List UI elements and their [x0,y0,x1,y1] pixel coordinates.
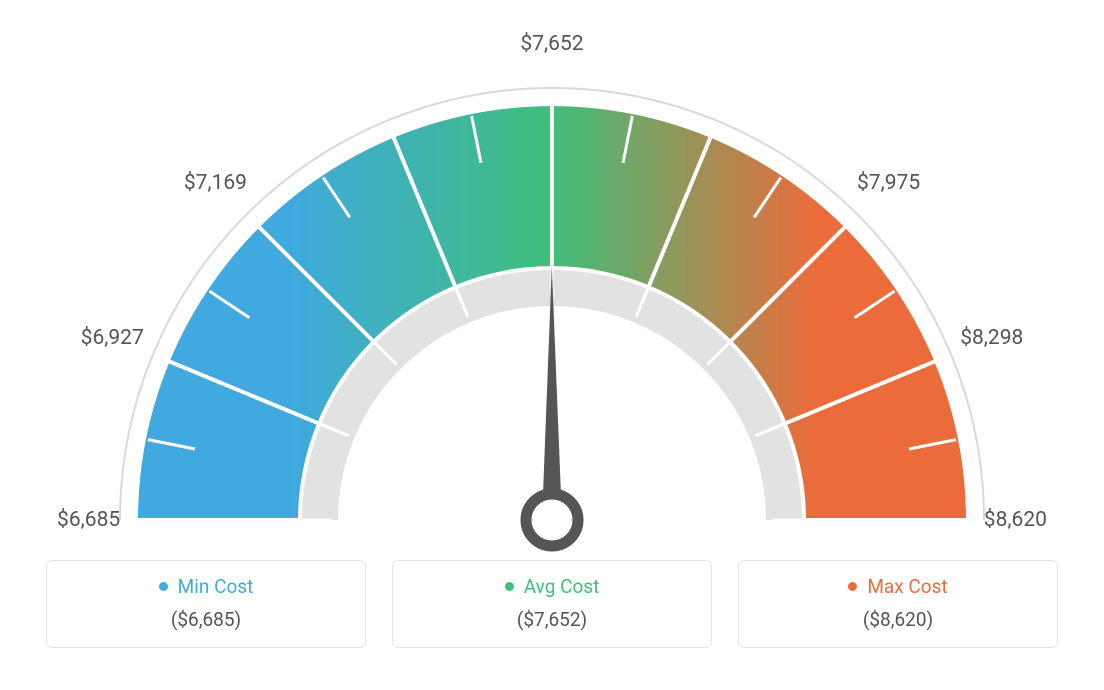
legend-row: Min Cost ($6,685) Avg Cost ($7,652) Max … [0,560,1104,648]
gauge-tick-label: $8,620 [984,508,1047,532]
gauge-chart: $6,685 $6,927 $7,169 $7,652 $7,975 $8,298 $8,6… [0,0,1104,560]
legend-card-avg: Avg Cost ($7,652) [392,560,712,648]
legend-title-avg: Avg Cost [505,575,600,598]
legend-value-max: ($8,620) [739,608,1057,631]
dot-icon [848,582,857,591]
dot-icon [159,582,168,591]
legend-title-text: Avg Cost [524,575,600,598]
legend-title-text: Max Cost [867,575,947,598]
gauge-tick-label: $6,685 [57,508,120,532]
legend-value-avg: ($7,652) [393,608,711,631]
gauge-tick-label: $6,927 [81,326,144,350]
legend-title-text: Min Cost [178,575,254,598]
legend-card-max: Max Cost ($8,620) [738,560,1058,648]
legend-title-max: Max Cost [848,575,947,598]
gauge-tick-label: $8,298 [960,326,1023,350]
gauge-tick-label: $7,975 [857,171,920,195]
dot-icon [505,582,514,591]
gauge-svg [0,0,1104,560]
legend-title-min: Min Cost [159,575,254,598]
gauge-tick-label: $7,652 [520,32,583,56]
legend-value-min: ($6,685) [47,608,365,631]
legend-card-min: Min Cost ($6,685) [46,560,366,648]
gauge-tick-label: $7,169 [184,171,247,195]
